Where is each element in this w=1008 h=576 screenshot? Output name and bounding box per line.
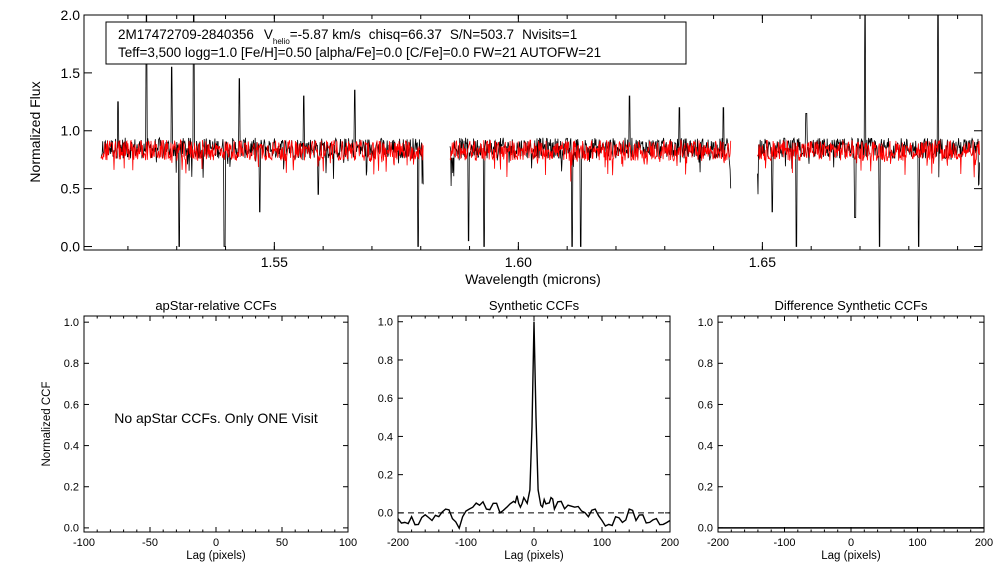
apstar-ccf-panel: apStar-relative CCFs -100 -50 0 50 100 0.0 0.2… [41, 298, 357, 562]
y-tick-label: 0.4 [64, 440, 79, 452]
difference-ccf-xlabel: Lag (pixels) [821, 550, 881, 562]
x-tick-label: 1.55 [261, 254, 288, 270]
spectrum-series-model [100, 138, 980, 182]
info-line-2: Teff=3,500 logg=1.0 [Fe/H]=0.50 [alpha/F… [118, 45, 601, 60]
synthetic-ccf-title: Synthetic CCFs [489, 298, 580, 313]
spectrum-axes: 1.55 1.60 1.65 0.0 0.5 1.0 1.5 2.0 [61, 7, 982, 270]
synthetic-ccf-curve [397, 321, 671, 531]
y-tick-label: 0.2 [698, 482, 713, 494]
vhelio-symbol: V [264, 27, 273, 42]
apstar-ccf-title: apStar-relative CCFs [155, 298, 277, 313]
x-tick-label: -200 [387, 537, 409, 549]
x-tick-label: -100 [773, 537, 795, 549]
x-tick-label: 100 [339, 537, 357, 549]
vhelio-subscript: helio [273, 37, 290, 46]
y-tick-label: 1.5 [61, 65, 81, 81]
y-tick-label: 0.6 [698, 399, 713, 411]
difference-ccf-axes: -200 -100 0 100 200 0.0 0.2 0.4 0.6 0.8 1.0 [698, 316, 993, 549]
y-tick-label: 0.0 [698, 523, 713, 535]
spectrum-lines [100, 14, 980, 247]
chisq-value: chisq=66.37 [369, 27, 442, 42]
info-line-1: 2M17472709-2840356 Vhelio=-5.87 km/s chisq… [118, 27, 577, 46]
y-tick-label: 1.0 [378, 317, 393, 329]
y-tick-label: 0.8 [64, 358, 79, 370]
y-tick-label: 0.2 [378, 470, 393, 482]
y-tick-label: 0.0 [61, 238, 81, 254]
x-tick-label: 200 [661, 537, 679, 549]
y-tick-label: 1.0 [61, 123, 81, 139]
x-tick-label: 100 [908, 537, 926, 549]
y-tick-label: 1.0 [64, 317, 79, 329]
x-tick-label: -50 [142, 537, 158, 549]
x-tick-label: 0 [531, 537, 537, 549]
spectrum-xlabel: Wavelength (microns) [465, 271, 601, 287]
y-tick-label: 0.5 [61, 181, 81, 197]
synthetic-ccf-panel: Synthetic CCFs -200 -100 0 100 200 0.0 0.2 0.4 0… [378, 298, 679, 562]
y-tick-label: 2.0 [61, 7, 81, 23]
vhelio-value: =-5.87 km/s [290, 27, 361, 42]
spectrum-info-box: 2M17472709-2840356 Vhelio=-5.87 km/s chisq… [105, 21, 687, 65]
y-tick-label: 0.0 [64, 523, 79, 535]
x-tick-label: 100 [593, 537, 611, 549]
y-tick-label: 0.6 [64, 399, 79, 411]
nvisits-value: Nvisits=1 [522, 27, 577, 42]
y-tick-label: 0.4 [698, 440, 713, 452]
star-id: 2M17472709-2840356 [118, 27, 254, 42]
apstar-ccf-axes: -100 -50 0 50 100 0.0 0.2 0.4 0.6 0.8 1.0 [64, 316, 357, 549]
y-tick-label: 0.0 [378, 508, 393, 520]
apstar-ccf-message: No apStar CCFs. Only ONE Visit [114, 410, 318, 426]
x-tick-label: -200 [707, 537, 729, 549]
synthetic-ccf-xlabel: Lag (pixels) [504, 550, 564, 562]
x-tick-label: -100 [73, 537, 95, 549]
x-tick-label: -100 [455, 537, 477, 549]
x-tick-label: 1.60 [505, 254, 532, 270]
x-tick-label: 0 [848, 537, 854, 549]
difference-ccf-panel: Difference Synthetic CCFs -200 -100 0 100 20… [698, 298, 993, 562]
y-tick-label: 1.0 [698, 317, 713, 329]
synthetic-ccf-lines [397, 321, 671, 531]
difference-ccf-frame [717, 315, 985, 533]
difference-ccf-title: Difference Synthetic CCFs [775, 298, 928, 313]
x-tick-label: 1.65 [749, 254, 776, 270]
spectrum-panel: 1.55 1.60 1.65 0.0 0.5 1.0 1.5 2.0 Wavelength (… [27, 7, 983, 287]
synthetic-ccf-axes: -200 -100 0 100 200 0.0 0.2 0.4 0.6 0.8 1.0 [378, 316, 679, 549]
spectrum-ylabel: Normalized Flux [27, 81, 43, 182]
y-tick-label: 0.8 [378, 355, 393, 367]
x-tick-label: 0 [213, 537, 219, 549]
y-tick-label: 0.4 [378, 431, 393, 443]
apstar-ccf-ylabel: Normalized CCF [41, 382, 53, 467]
info-box-frame [105, 21, 687, 65]
y-tick-label: 0.6 [378, 393, 393, 405]
x-tick-label: 50 [276, 537, 288, 549]
y-tick-label: 0.8 [698, 358, 713, 370]
x-tick-label: 200 [975, 537, 993, 549]
snr-value: S/N=503.7 [450, 27, 514, 42]
apstar-ccf-xlabel: Lag (pixels) [186, 550, 246, 562]
y-tick-label: 0.2 [64, 482, 79, 494]
spectrum-plot-frame [83, 14, 983, 251]
